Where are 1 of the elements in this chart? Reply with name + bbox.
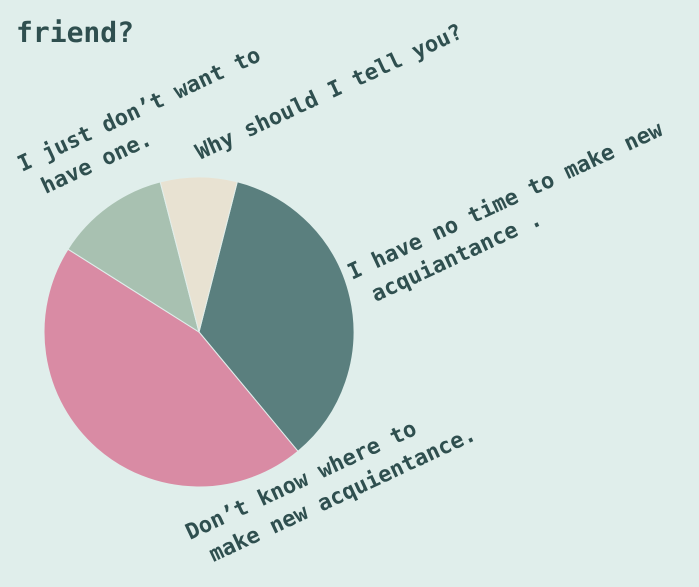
chart-title: friend?: [16, 16, 134, 49]
